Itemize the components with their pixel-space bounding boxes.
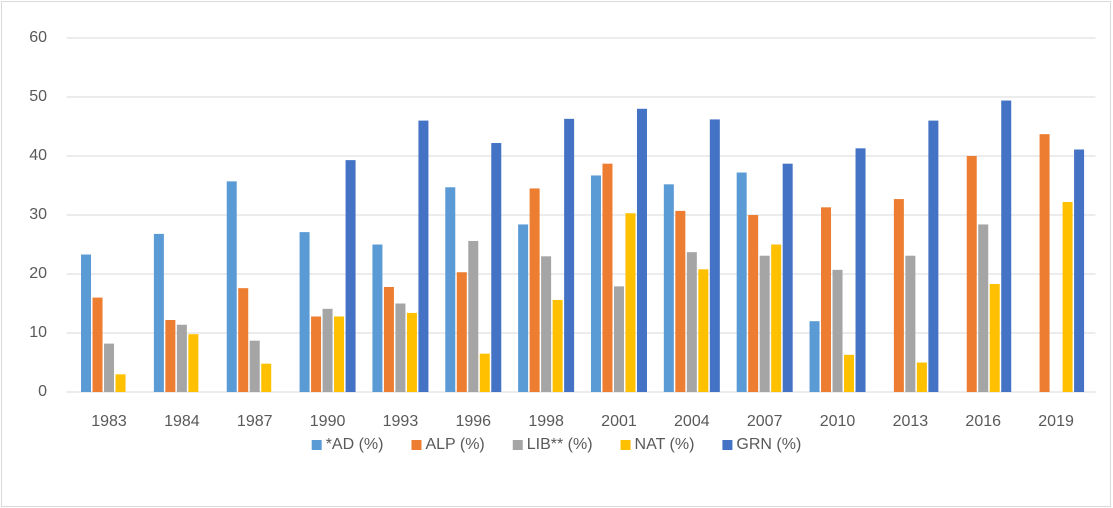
bar	[188, 334, 199, 392]
bar	[261, 363, 272, 392]
bar	[345, 160, 356, 392]
bar	[564, 118, 575, 392]
bar	[153, 233, 164, 392]
bar	[249, 340, 260, 392]
x-tick-label: 1987	[237, 413, 273, 430]
legend-swatch	[311, 440, 322, 450]
x-tick-label: 1990	[310, 413, 346, 430]
bar	[406, 312, 417, 392]
legend-label: GRN (%)	[736, 436, 801, 453]
bar	[299, 232, 310, 392]
x-tick-label: 2004	[674, 413, 710, 430]
bar	[590, 175, 601, 392]
legend-label: LIB** (%)	[527, 436, 593, 453]
y-tick-label: 60	[29, 29, 47, 46]
x-tick-label: 1984	[164, 413, 200, 430]
bar	[1001, 100, 1012, 392]
x-tick-label: 2001	[601, 413, 637, 430]
x-tick-label: 1998	[528, 413, 564, 430]
bar	[1074, 149, 1085, 392]
bar	[855, 148, 866, 392]
bar	[311, 316, 322, 392]
bar	[491, 143, 502, 392]
bar	[226, 181, 237, 392]
bar	[445, 187, 456, 392]
x-tick-label: 1983	[91, 413, 127, 430]
bar	[92, 297, 103, 392]
bar	[395, 303, 406, 392]
bar	[928, 120, 939, 392]
bar	[104, 343, 115, 392]
bar	[468, 240, 479, 392]
bar	[334, 316, 345, 392]
legend-swatch	[512, 440, 523, 450]
x-tick-label: 1993	[383, 413, 419, 430]
bar	[529, 188, 540, 392]
x-tick-label: 2016	[965, 413, 1001, 430]
x-tick-label: 2007	[747, 413, 783, 430]
bar	[418, 120, 429, 392]
y-tick-label: 30	[29, 206, 47, 223]
bar	[675, 210, 686, 392]
bar	[844, 354, 855, 392]
bar	[479, 353, 490, 392]
bar	[613, 286, 624, 392]
bar	[759, 255, 770, 392]
bar	[821, 207, 832, 392]
bar	[893, 199, 904, 392]
x-tick-label: 2013	[893, 413, 929, 430]
legend-label: ALP (%)	[425, 436, 484, 453]
bar	[165, 320, 176, 392]
bar	[636, 108, 647, 393]
y-tick-label: 40	[29, 147, 47, 164]
x-tick-label: 1996	[455, 413, 491, 430]
bar	[663, 184, 674, 392]
bar	[809, 321, 820, 392]
bar	[518, 224, 529, 392]
bar	[989, 284, 1000, 392]
bar	[916, 362, 927, 392]
bar	[81, 254, 92, 392]
bar	[541, 256, 552, 392]
bar	[176, 324, 187, 392]
legend-label: *AD (%)	[326, 436, 384, 453]
bar	[748, 215, 759, 392]
bar	[832, 269, 843, 392]
legend-label: NAT (%)	[635, 436, 695, 453]
bar	[322, 308, 333, 392]
bar	[698, 269, 709, 392]
bar	[456, 272, 467, 392]
bar	[552, 299, 563, 392]
bar	[115, 374, 126, 392]
bar	[238, 288, 249, 392]
bar	[782, 163, 793, 392]
y-tick-label: 0	[38, 383, 47, 400]
y-tick-label: 10	[29, 324, 47, 341]
bar	[372, 244, 383, 392]
legend-swatch	[620, 440, 631, 450]
legend-swatch	[722, 440, 733, 450]
bar	[1062, 202, 1073, 392]
bar	[625, 213, 636, 392]
bar	[736, 172, 747, 392]
x-tick-label: 2010	[820, 413, 856, 430]
bar	[686, 252, 697, 392]
y-tick-label: 50	[29, 88, 47, 105]
bar	[905, 255, 916, 392]
bar	[709, 119, 720, 393]
bar	[1039, 134, 1050, 393]
bar	[966, 156, 977, 392]
bar	[383, 286, 394, 392]
x-tick-label: 2019	[1038, 413, 1074, 430]
bar	[978, 224, 989, 392]
bar	[771, 244, 782, 392]
bar	[602, 163, 613, 392]
legend-swatch	[411, 440, 422, 450]
y-tick-label: 20	[29, 265, 47, 282]
